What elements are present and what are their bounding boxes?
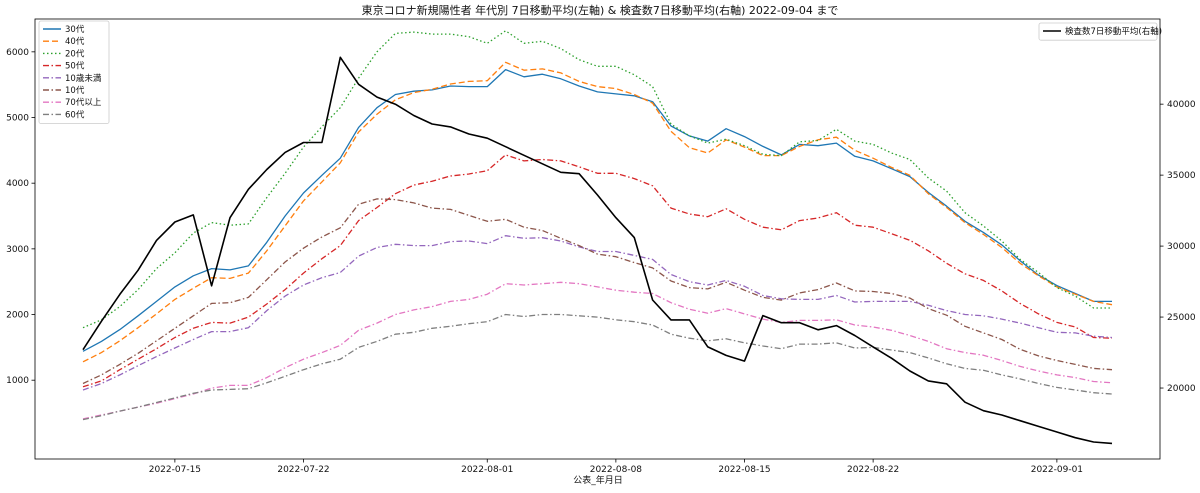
x-tick-label-3: 2022-08-08 — [590, 465, 643, 475]
y-right-tick-label-2: 30000 — [1167, 242, 1196, 252]
legend-left-label-6: 70代以上 — [65, 97, 102, 108]
axis-layer: 1000 2000 3000 4000 5000 6000 20000 25000 30000 3… — [6, 48, 1196, 475]
y-right-tick-label-4: 40000 — [1167, 100, 1196, 110]
series-line-6 — [82, 281, 1113, 420]
y-left-tick-label-2: 3000 — [6, 245, 29, 255]
x-tick-label-6: 2022-09-01 — [1031, 465, 1083, 475]
x-tick-label-4: 2022-08-15 — [718, 465, 770, 475]
series-layer — [82, 30, 1113, 445]
y-left-tick-label-3: 4000 — [6, 179, 29, 189]
series-line-1 — [82, 61, 1113, 363]
series-line-3 — [82, 154, 1113, 388]
y-left-tick-label-5: 6000 — [6, 48, 29, 58]
x-axis-label: 公表_年月日 — [573, 474, 623, 486]
x-tick-label-5: 2022-08-22 — [847, 465, 899, 475]
y-left-tick-label-4: 5000 — [6, 114, 29, 124]
legend-left-label-5: 10代 — [65, 85, 85, 96]
legend-left-label-4: 10歳未満 — [65, 73, 102, 84]
plot-frame — [34, 18, 1161, 460]
series-line-4 — [82, 235, 1113, 391]
series-line-8 — [82, 56, 1113, 445]
y-left-tick-label-1: 2000 — [6, 311, 29, 321]
chart-title: 東京コロナ新規陽性者 年代別 7日移動平均(左軸) & 検査数7日移動平均(右軸… — [362, 3, 839, 17]
legend-left-label-0: 30代 — [65, 24, 85, 35]
series-line-2 — [82, 30, 1112, 329]
y-right-tick-label-0: 20000 — [1167, 384, 1196, 394]
legend-left-frame — [38, 20, 110, 124]
legend-left-label-1: 40代 — [65, 36, 85, 47]
legend-right-label-0: 検査数7日移動平均(右軸) — [1065, 26, 1162, 37]
series-line-7 — [82, 313, 1113, 421]
legend-right: 検査数7日移動平均(右軸) — [1038, 22, 1162, 41]
x-tick-label-2: 2022-08-01 — [461, 465, 513, 475]
series-line-5 — [82, 198, 1113, 385]
legend-left-label-3: 50代 — [65, 61, 85, 72]
x-tick-label-1: 2022-07-22 — [277, 465, 329, 475]
y-right-tick-label-1: 25000 — [1167, 313, 1196, 323]
legend-right-frame — [1038, 22, 1158, 41]
y-left-tick-label-0: 1000 — [6, 376, 29, 386]
legend-left-label-2: 20代 — [65, 48, 85, 59]
x-tick-label-0: 2022-07-15 — [149, 465, 201, 475]
y-right-tick-label-3: 35000 — [1167, 171, 1196, 181]
legend-left-label-7: 60代 — [65, 109, 85, 120]
series-line-0 — [82, 68, 1112, 352]
